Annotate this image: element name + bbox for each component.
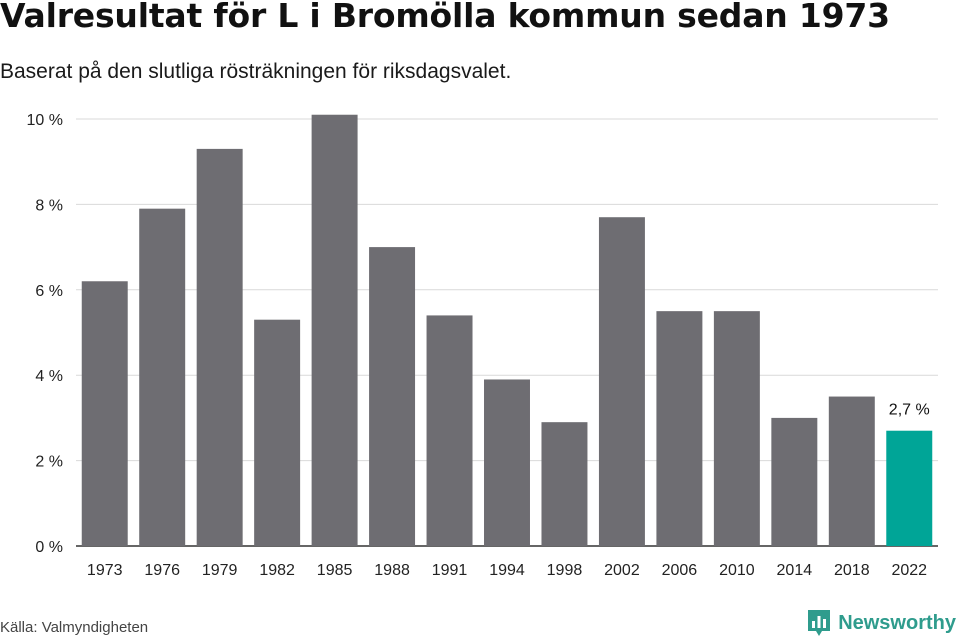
x-tick-label: 1988 [374,562,410,579]
source-note: Källa: Valmyndigheten [0,619,149,636]
y-tick-label: 10 % [27,112,63,129]
bar-1979 [196,148,243,546]
x-tick-label: 1982 [259,562,295,579]
x-tick-label: 2006 [662,562,698,579]
x-tick-label: 2018 [834,562,870,579]
bar-1994 [484,379,530,546]
brand-logo: Newsworthy [806,608,956,638]
x-tick-label: 2014 [777,562,813,579]
bar-2010 [713,311,760,546]
chart-subtitle: Baserat på den slutliga rösträkningen fö… [0,60,512,83]
bar-1973 [81,281,128,546]
y-tick-label: 4 % [35,368,63,385]
bar-1998 [541,422,588,546]
data-label-2022: 2,7 % [889,402,930,419]
y-axis-ticks: 0 % 2 % 4 % 6 % 8 % 10 % [27,112,63,556]
bar-2018 [828,396,875,546]
x-tick-label: 1994 [489,562,525,579]
bar-1982 [254,319,301,546]
bar-1988 [369,247,416,546]
bar-2014 [771,417,818,546]
x-tick-label: 1973 [87,562,123,579]
chart-title: Valresultat för L i Bromölla kommun seda… [0,0,890,35]
bar-2002 [598,217,645,546]
bar-1991 [426,315,473,546]
x-tick-label: 1985 [317,562,353,579]
x-tick-label: 2010 [719,562,755,579]
x-tick-label: 1979 [202,562,238,579]
data-labels: 2,7 % [889,402,930,419]
bar-1985 [311,114,358,546]
y-tick-label: 8 % [35,197,63,214]
x-tick-label: 1998 [547,562,583,579]
x-axis-ticks: 1973 1976 1979 1982 1985 1988 1991 1994 1998 2002… [87,562,927,579]
bar-1976 [139,208,186,547]
y-tick-label: 2 % [35,454,63,471]
x-tick-label: 1976 [144,562,180,579]
x-tick-label: 1991 [432,562,468,579]
y-tick-label: 0 % [35,539,63,556]
brand-name: Newsworthy [838,611,956,634]
y-tick-label: 6 % [35,283,63,300]
bars [81,114,933,547]
bar-2006 [656,311,703,546]
x-tick-label: 2002 [604,562,640,579]
bar-chart: 0 % 2 % 4 % 6 % 8 % 10 % 1973 1976 1979 1982 1985… [27,112,938,579]
x-tick-label: 2022 [891,562,927,579]
newsworthy-logo-icon [808,610,831,636]
bar-2022 [886,430,933,546]
